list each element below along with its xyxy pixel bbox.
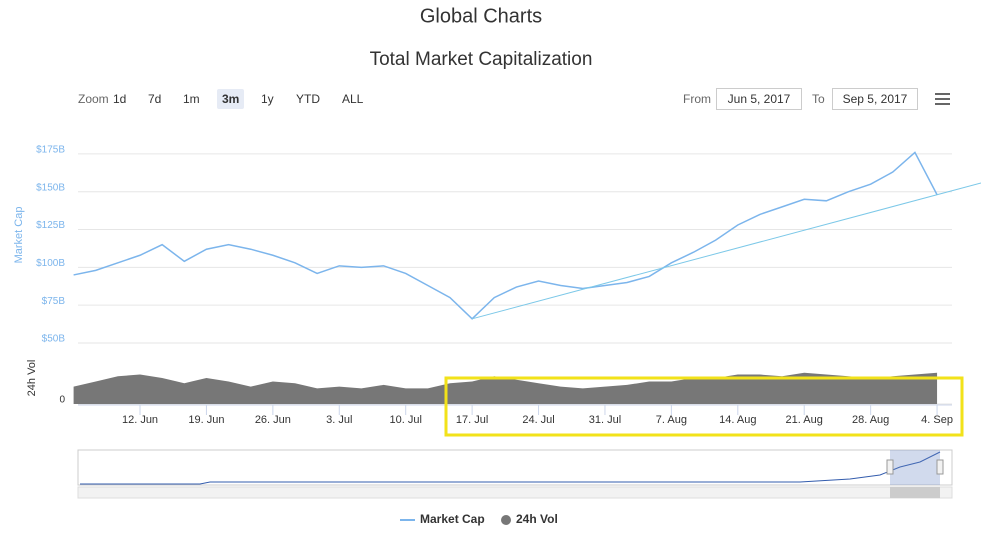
zoom-button[interactable]: 1m <box>183 92 200 106</box>
legend-item[interactable]: 24h Vol <box>516 512 558 526</box>
legend-item[interactable]: Market Cap <box>420 512 485 526</box>
x-tick-label: 21. Aug <box>786 414 823 426</box>
x-tick-label: 3. Jul <box>326 414 352 426</box>
x-tick-label: 10. Jul <box>389 414 421 426</box>
y2-tick-label: 0 <box>59 395 65 406</box>
zoom-label: Zoom <box>78 92 109 106</box>
x-tick-label: 31. Jul <box>589 414 621 426</box>
x-tick-label: 17. Jul <box>456 414 488 426</box>
zoom-button[interactable]: 1d <box>113 92 127 106</box>
navigator-line <box>80 451 941 485</box>
scrollbar[interactable] <box>77 486 953 499</box>
x-tick-label: 12. Jun <box>122 414 158 426</box>
page-title: Global Charts <box>420 5 542 27</box>
menu-button[interactable] <box>935 93 950 105</box>
x-tick-label: 4. Sep <box>921 414 953 426</box>
y-tick-label: $150B <box>36 182 65 193</box>
x-tick-label: 19. Jun <box>188 414 224 426</box>
scrollbar-thumb[interactable] <box>890 487 940 498</box>
from-input[interactable]: Jun 5, 2017 <box>716 88 802 110</box>
y-axis-title: Market Cap <box>13 207 25 264</box>
zoom-button[interactable]: ALL <box>342 92 364 106</box>
x-tick-label: 28. Aug <box>852 414 889 426</box>
zoom-button[interactable]: YTD <box>296 92 320 106</box>
y-tick-label: $50B <box>42 334 66 345</box>
navigator-handle[interactable] <box>936 459 944 475</box>
x-tick-label: 26. Jun <box>255 414 291 426</box>
trend-line <box>471 182 981 320</box>
volume-area <box>73 372 938 404</box>
to-label: To <box>812 92 825 106</box>
to-input[interactable]: Sep 5, 2017 <box>832 88 918 110</box>
market-cap-line <box>73 151 938 320</box>
navigator-selection[interactable] <box>890 450 940 485</box>
x-tick-label: 7. Aug <box>656 414 687 426</box>
y2-axis-title: 24h Vol <box>26 360 38 397</box>
y-tick-label: $100B <box>36 258 65 269</box>
legend-symbol <box>501 515 511 525</box>
zoom-button[interactable]: 7d <box>148 92 162 106</box>
navigator-handle[interactable] <box>886 459 894 475</box>
zoom-button[interactable]: 1y <box>261 92 274 106</box>
y-tick-label: $175B <box>36 145 65 156</box>
x-tick-label: 14. Aug <box>719 414 756 426</box>
from-label: From <box>683 92 711 106</box>
x-tick-label: 24. Jul <box>522 414 554 426</box>
navigator[interactable] <box>77 449 953 486</box>
zoom-button[interactable]: 3m <box>217 89 245 109</box>
y-tick-label: $75B <box>42 296 66 307</box>
y-tick-label: $125B <box>36 220 65 231</box>
chart-title: Total Market Capitalization <box>370 49 593 70</box>
highlight-box <box>444 376 964 437</box>
